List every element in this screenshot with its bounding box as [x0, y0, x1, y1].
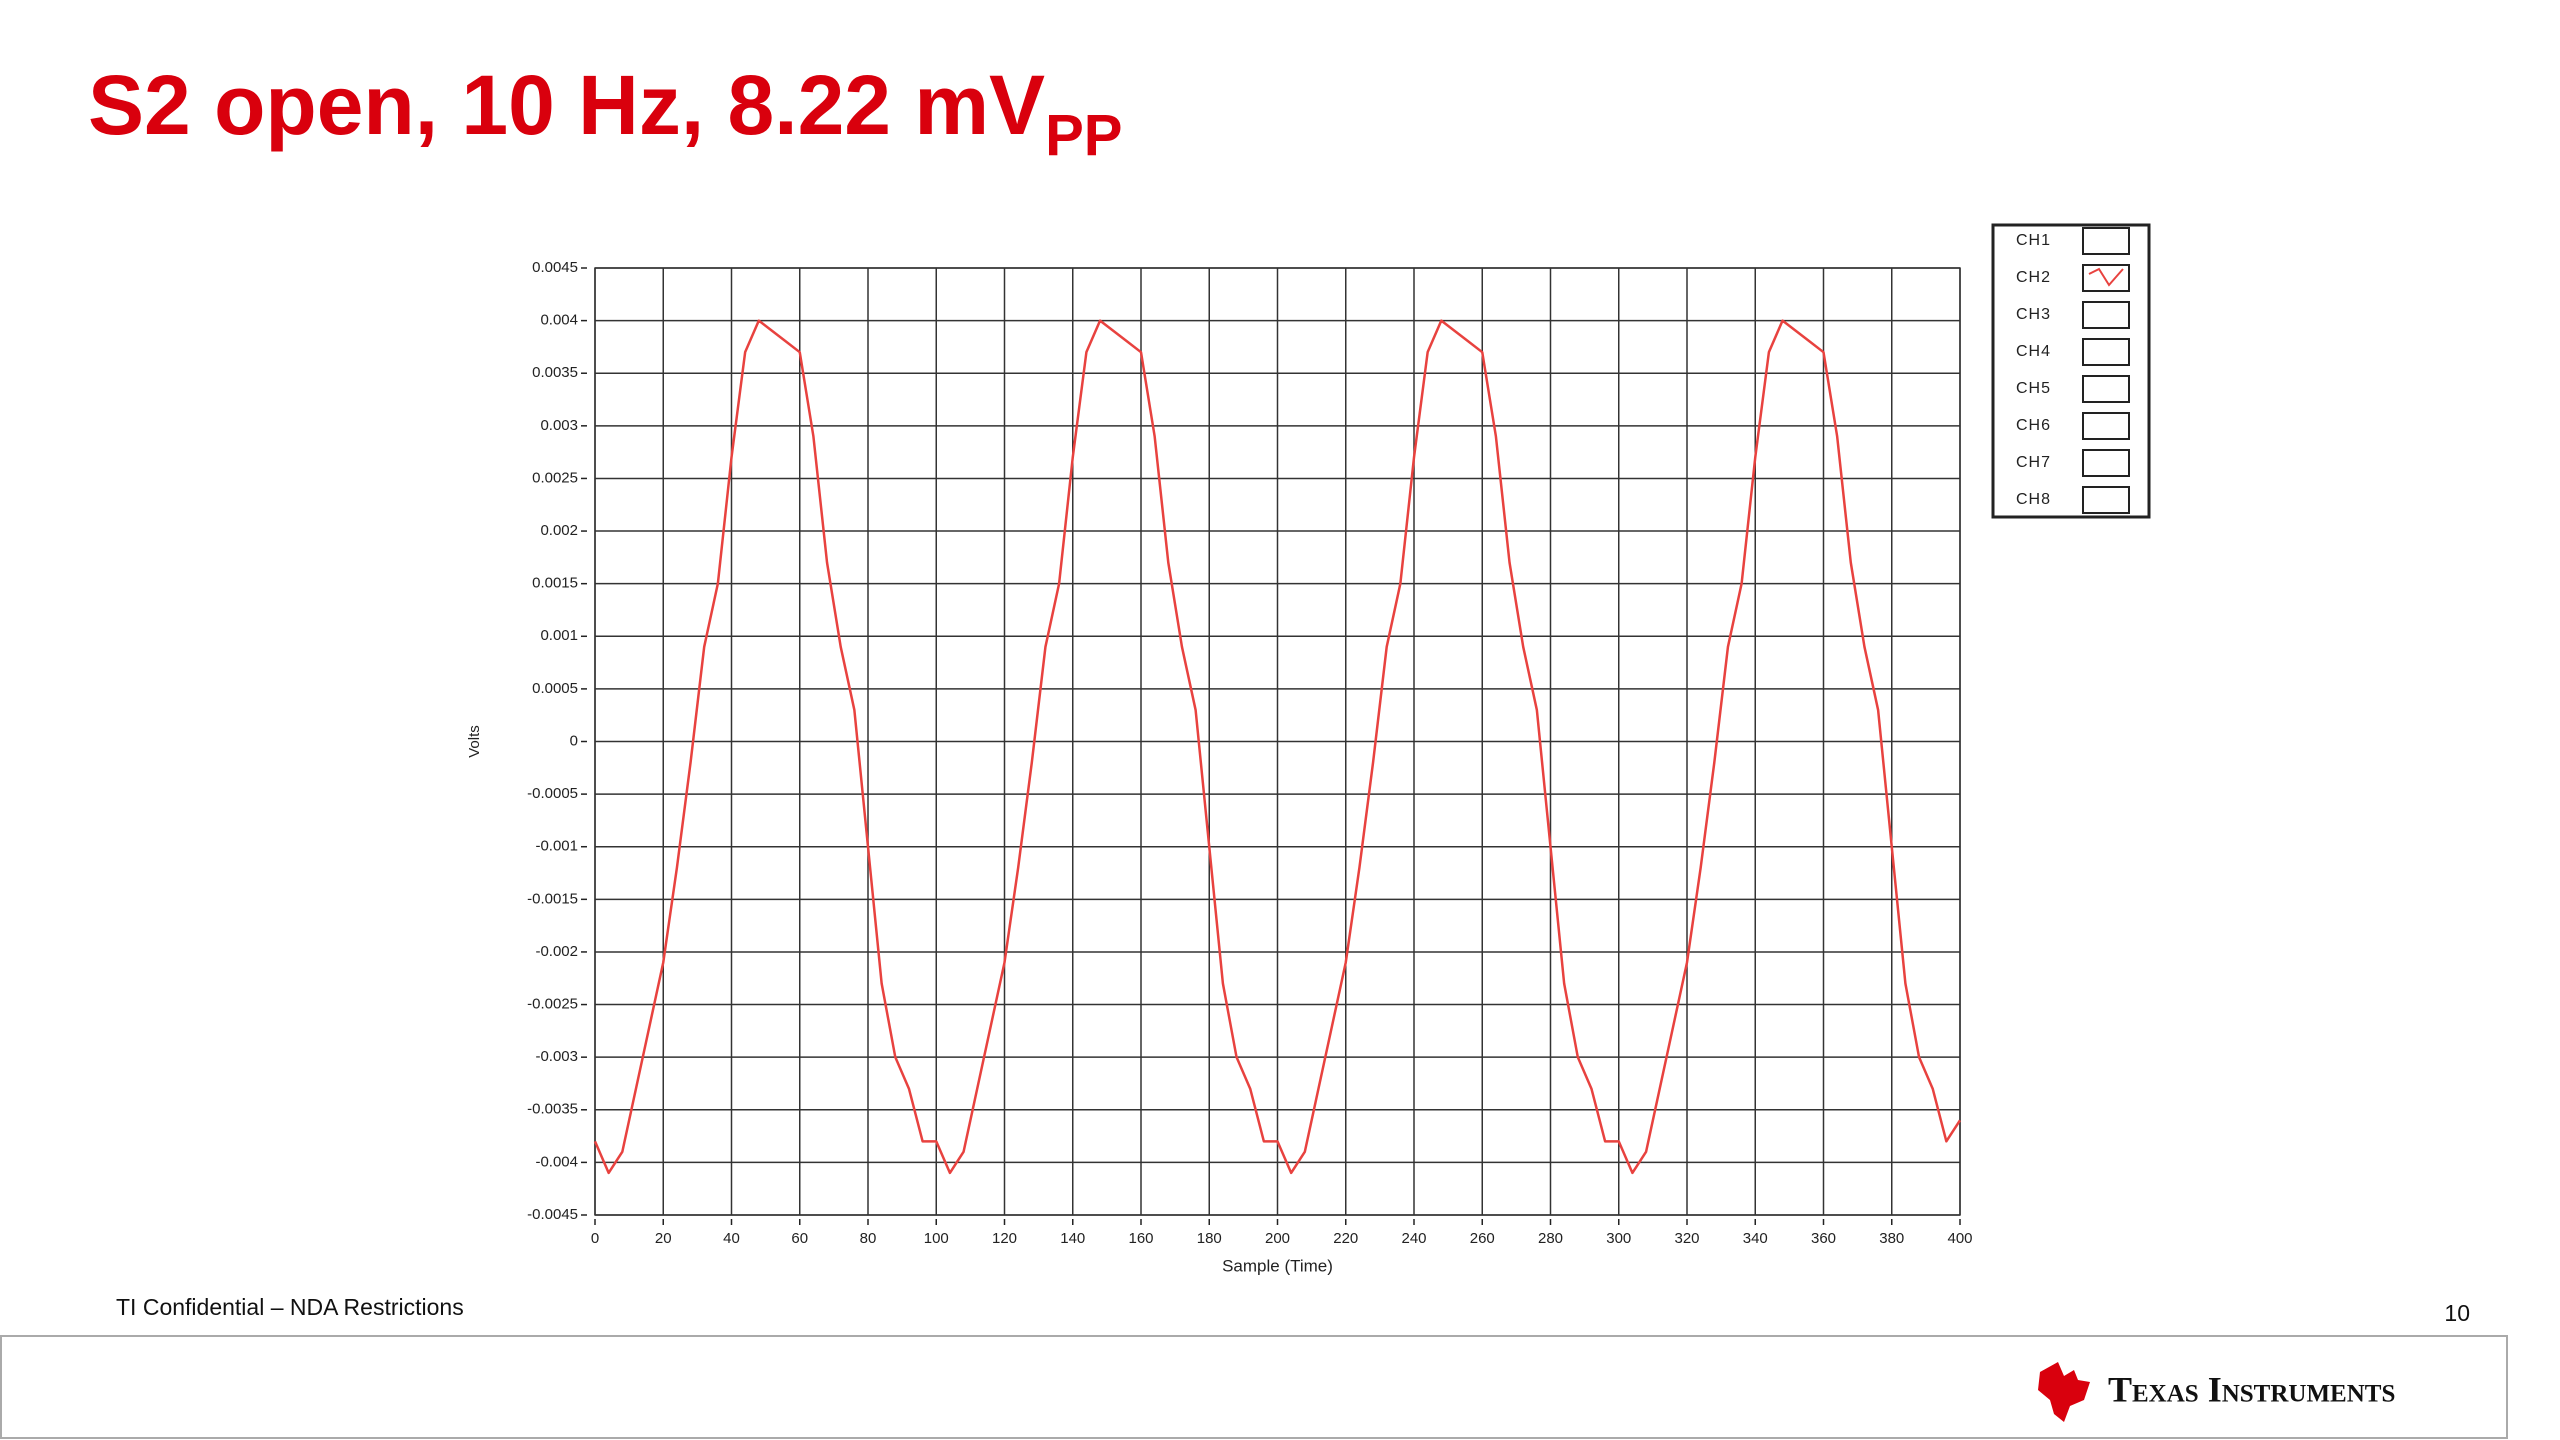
legend-label: CH7	[2016, 454, 2051, 471]
x-tick-label: 260	[1470, 1230, 1495, 1247]
x-tick-label: 300	[1606, 1230, 1631, 1247]
legend-label: CH6	[2016, 417, 2051, 434]
y-tick-label: -0.003	[535, 1048, 578, 1065]
legend-swatch	[2082, 338, 2130, 366]
x-tick-label: 20	[655, 1230, 672, 1247]
y-tick-label: 0.0015	[532, 575, 578, 592]
page-number: 10	[2444, 1300, 2470, 1326]
y-tick-label: -0.002	[535, 943, 578, 960]
legend-swatch	[2082, 227, 2130, 255]
y-tick-label: 0.003	[540, 417, 578, 434]
x-tick-label: 280	[1538, 1230, 1563, 1247]
legend-swatch	[2082, 486, 2130, 514]
y-tick-label: 0.004	[540, 312, 578, 329]
y-tick-label: 0.002	[540, 522, 578, 539]
legend-swatch	[2082, 264, 2130, 292]
legend-swatch	[2082, 412, 2130, 440]
plot: 0.0045 0.004 0.0035 0.003 0.0025 0.002 0.0015 0…	[466, 223, 2151, 1275]
x-tick-label: 80	[860, 1230, 877, 1247]
y-tick-label: 0.0045	[532, 259, 578, 276]
y-tick-label: 0	[570, 732, 578, 749]
title-main: S2 open, 10 Hz, 8.22 mV	[88, 58, 1045, 152]
x-tick-label: 100	[924, 1230, 949, 1247]
legend-label: CH3	[2016, 306, 2051, 323]
x-tick-label: 220	[1333, 1230, 1358, 1247]
y-tick-label: 0.0035	[532, 364, 578, 381]
x-tick-label: 400	[1947, 1230, 1972, 1247]
y-tick-label: -0.001	[535, 838, 578, 855]
x-tick-label: 380	[1879, 1230, 1904, 1247]
title-subscript: PP	[1045, 103, 1122, 168]
y-tick-label: -0.0005	[527, 785, 578, 802]
slide-title: S2 open, 10 Hz, 8.22 mVPP	[88, 58, 1122, 168]
legend-label: CH2	[2016, 269, 2051, 286]
x-tick-label: 60	[791, 1230, 808, 1247]
x-tick-label: 120	[992, 1230, 1017, 1247]
x-tick-label: 40	[723, 1230, 740, 1247]
y-tick-label: 0.0025	[532, 469, 578, 486]
legend-swatch	[2082, 301, 2130, 329]
y-tick-label: 0.001	[540, 627, 578, 644]
legend-label: CH5	[2016, 380, 2051, 397]
x-tick-label: 0	[591, 1230, 599, 1247]
y-tick-label: 0.0005	[532, 680, 578, 697]
y-tick-label: -0.004	[535, 1153, 578, 1170]
data-line	[593, 319, 1962, 1175]
y-tick-label: -0.0025	[527, 996, 578, 1013]
legend-line	[2088, 267, 2124, 287]
y-tick-label: -0.0015	[527, 890, 578, 907]
x-tick-label: 140	[1060, 1230, 1085, 1247]
legend-swatch	[2082, 375, 2130, 403]
legend-label: CH1	[2016, 232, 2051, 249]
brand-name: Texas Instruments	[2108, 1369, 2395, 1409]
x-tick-label: 360	[1811, 1230, 1836, 1247]
y-tick-label: -0.0035	[527, 1101, 578, 1118]
x-tick-label: 320	[1674, 1230, 1699, 1247]
ti-logo-icon	[2038, 1362, 2090, 1422]
y-axis-label: Volts	[466, 725, 483, 758]
legend-label: CH4	[2016, 343, 2051, 360]
legend-label: CH8	[2016, 491, 2051, 508]
x-tick-label: 160	[1128, 1230, 1153, 1247]
y-tick-label: -0.0045	[527, 1206, 578, 1223]
x-tick-label: 180	[1197, 1230, 1222, 1247]
x-tick-label: 340	[1743, 1230, 1768, 1247]
x-tick-label: 200	[1265, 1230, 1290, 1247]
footer-bar	[0, 1335, 2508, 1439]
x-tick-label: 240	[1401, 1230, 1426, 1247]
confidential-note: TI Confidential – NDA Restrictions	[116, 1294, 464, 1320]
x-axis-label: Sample (Time)	[1222, 1256, 1333, 1275]
legend-swatch	[2082, 449, 2130, 477]
